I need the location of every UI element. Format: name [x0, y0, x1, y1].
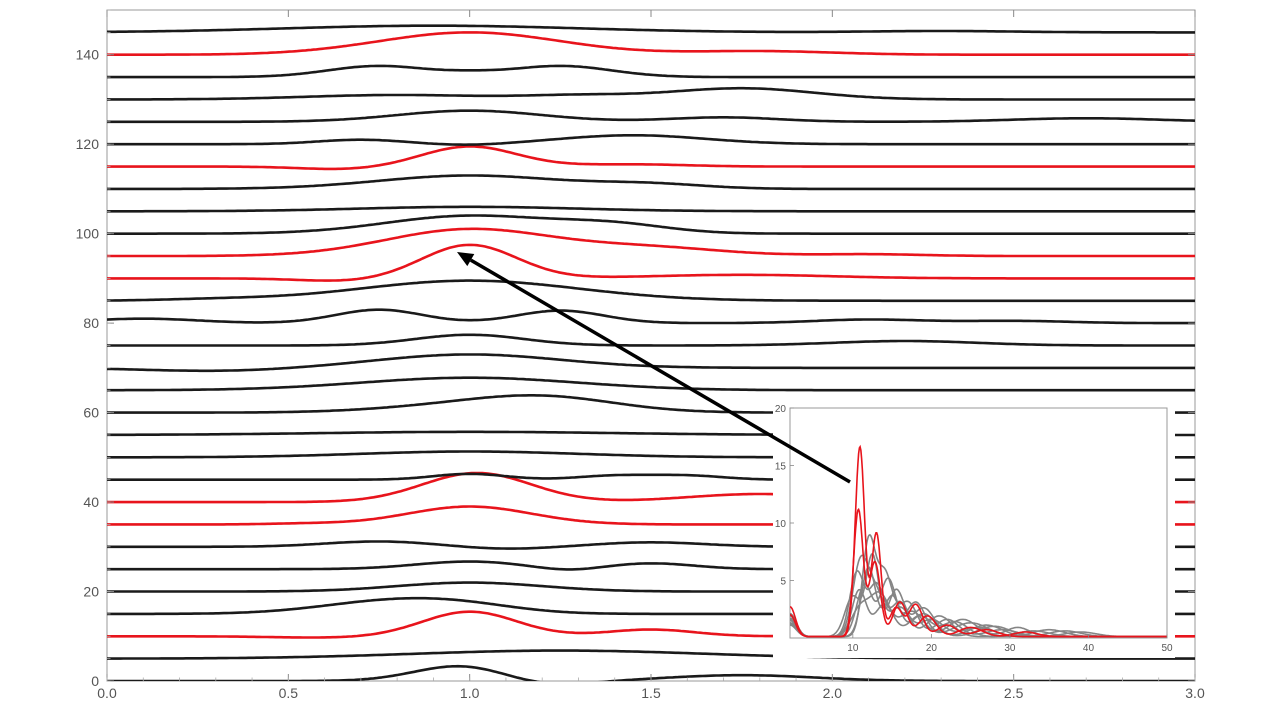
- series-line-75: [107, 333, 1195, 347]
- x-tick-label: 2.5: [1004, 685, 1024, 701]
- y-tick-label: 80: [83, 315, 99, 331]
- y-tick-label: 0: [91, 673, 99, 689]
- series-line-90: [107, 243, 1195, 282]
- x-tick-label: 2.0: [823, 685, 843, 701]
- x-tick-label: 0.5: [279, 685, 299, 701]
- y-tick-label: 60: [83, 405, 99, 421]
- x-tick-label: 1.5: [641, 685, 661, 701]
- inset-plot: 10 20 30 40 50 5 10 15 20: [773, 400, 1175, 658]
- series-line-130: [107, 86, 1195, 101]
- series-line-95: [107, 227, 1195, 258]
- y-tick-label: 120: [76, 136, 100, 152]
- inset-x-tick-label: 40: [1083, 643, 1095, 654]
- inset-y-tick-label: 10: [775, 519, 787, 530]
- series-line-110: [107, 174, 1195, 191]
- y-tick-label: 140: [76, 47, 100, 63]
- inset-y-tick-label: 15: [775, 462, 787, 473]
- series-line-65: [107, 376, 1195, 392]
- x-tick-label: 3.0: [1185, 685, 1205, 701]
- series-line-105: [107, 205, 1195, 213]
- inset-y-tick-label: 20: [775, 404, 787, 415]
- x-tick-label: 0.0: [97, 685, 117, 701]
- inset-x-tick-label: 50: [1161, 643, 1173, 654]
- inset-series-group: [790, 444, 1167, 638]
- inset-x-tick-label: 10: [847, 643, 859, 654]
- series-line-145: [107, 24, 1195, 34]
- series-line-70: [107, 353, 1195, 373]
- inset-series-line-red: [790, 507, 1167, 638]
- inset-x-tick-label: 20: [926, 643, 938, 654]
- y-tick-label: 20: [83, 584, 99, 600]
- series-line-115: [107, 145, 1195, 171]
- series-line-80: [107, 308, 1195, 325]
- annotation-arrow-head: [457, 252, 475, 267]
- y-tick-label: 40: [83, 494, 99, 510]
- series-line-85: [107, 279, 1195, 303]
- inset-x-tick-label: 30: [1004, 643, 1016, 654]
- annotation-arrow-shaft: [469, 258, 851, 484]
- series-line-135: [107, 64, 1195, 79]
- inset-y-tick-label: 5: [780, 577, 786, 588]
- series-line-100: [107, 214, 1195, 235]
- series-line-140: [107, 31, 1195, 56]
- y-tick-label: 100: [76, 226, 100, 242]
- x-tick-label: 1.0: [460, 685, 480, 701]
- series-line-5: [107, 649, 1195, 660]
- inset-background: [773, 400, 1175, 658]
- series-line-125: [107, 109, 1195, 124]
- annotation-arrow-layer: [457, 252, 851, 484]
- series-line-120: [107, 134, 1195, 146]
